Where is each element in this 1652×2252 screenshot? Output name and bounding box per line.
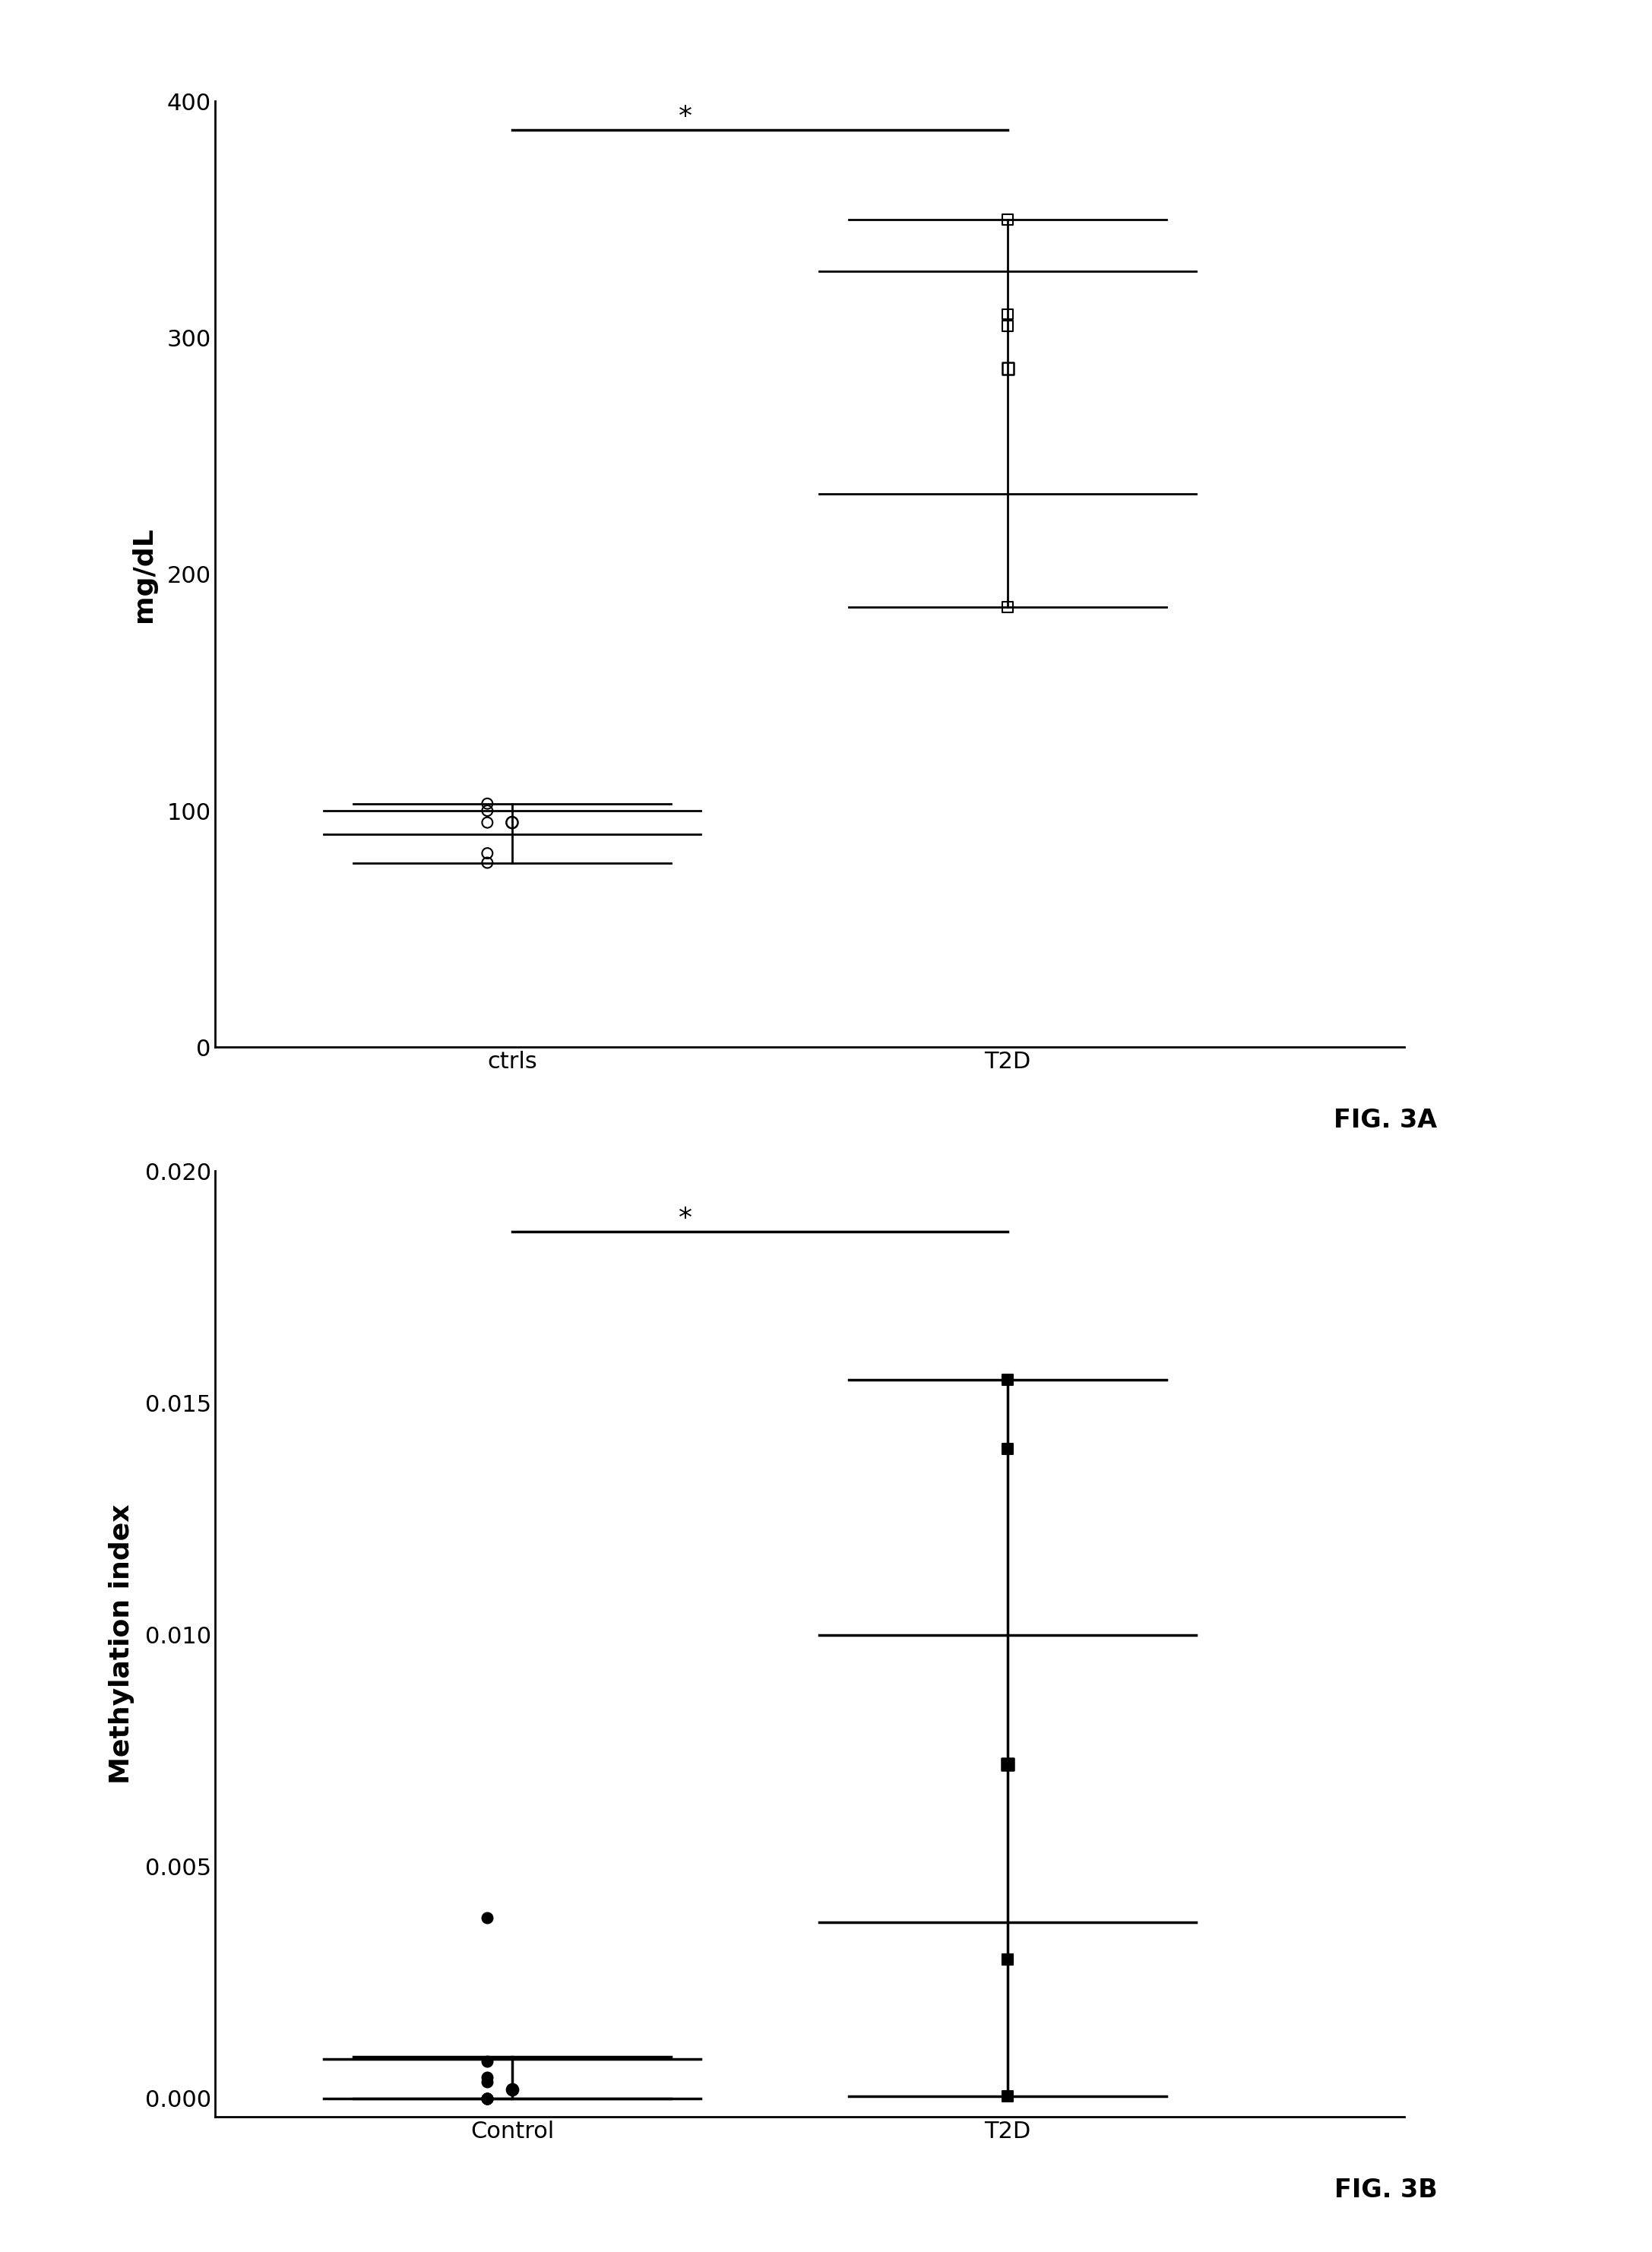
Point: [995, 295, 1021, 331]
Point: [995, 1748, 1021, 1784]
Point: [474, 2058, 501, 2094]
Y-axis label: Methylation index: Methylation index: [109, 1504, 134, 1784]
Point: [474, 2081, 501, 2117]
Y-axis label: mg/dL: mg/dL: [131, 527, 157, 622]
Point: [474, 2081, 501, 2117]
Point: [499, 804, 525, 840]
Point: [995, 590, 1021, 626]
Point: [995, 2079, 1021, 2115]
Point: [995, 1748, 1021, 1784]
Text: FIG. 3A: FIG. 3A: [1333, 1108, 1437, 1133]
Point: [474, 835, 501, 872]
Point: [995, 1941, 1021, 1977]
Point: [474, 786, 501, 822]
Text: FIG. 3B: FIG. 3B: [1335, 2178, 1437, 2202]
Point: [474, 793, 501, 829]
Text: *: *: [679, 104, 692, 131]
Point: [474, 2081, 501, 2117]
Point: [995, 1362, 1021, 1398]
Text: *: *: [679, 1205, 692, 1232]
Point: [474, 804, 501, 840]
Point: [995, 351, 1021, 387]
Point: [499, 2072, 525, 2108]
Point: [474, 2081, 501, 2117]
Point: [474, 2065, 501, 2101]
Point: [995, 309, 1021, 345]
Point: [995, 1941, 1021, 1977]
Point: [995, 1432, 1021, 1468]
Point: [995, 200, 1021, 236]
Point: [474, 2043, 501, 2079]
Point: [474, 844, 501, 881]
Point: [474, 2081, 501, 2117]
Point: [474, 1898, 501, 1934]
